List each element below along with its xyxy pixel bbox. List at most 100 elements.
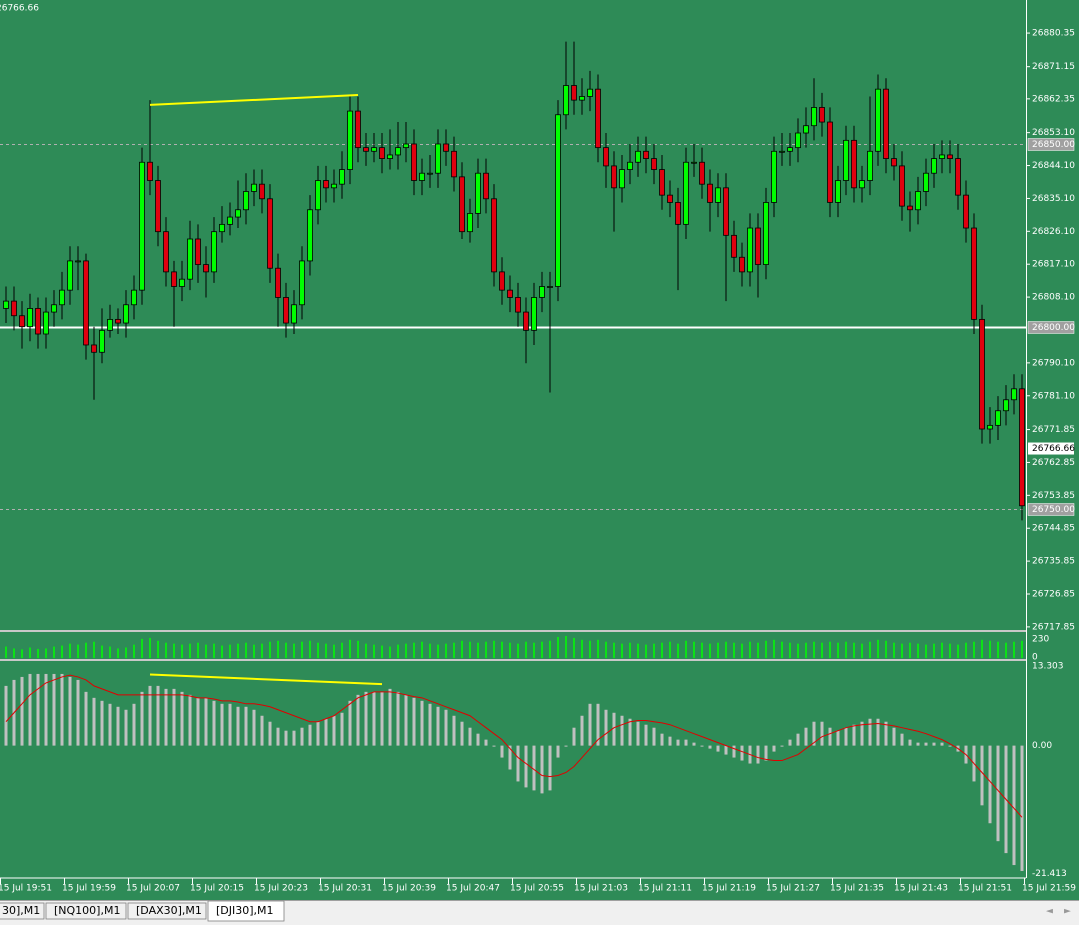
macd-bar bbox=[300, 727, 304, 746]
macd-bar bbox=[932, 742, 936, 746]
macd-bar bbox=[404, 694, 408, 746]
macd-bar bbox=[188, 694, 192, 746]
candle-body bbox=[715, 187, 721, 203]
macd-bar bbox=[500, 745, 504, 758]
macd-bar bbox=[252, 709, 256, 746]
tab-frame bbox=[207, 900, 285, 922]
macd-bar bbox=[1012, 745, 1016, 866]
candle-body bbox=[939, 154, 945, 159]
x-tick-label: 15 Jul 20:23 bbox=[254, 884, 308, 894]
candle-body bbox=[275, 267, 281, 298]
macd-bar bbox=[764, 745, 768, 761]
macd-bar bbox=[180, 691, 184, 746]
candle-body bbox=[731, 234, 737, 258]
horizontal-line-box bbox=[1027, 321, 1075, 334]
tab[interactable]: [NQ100],M1 bbox=[45, 902, 127, 920]
candle-body bbox=[139, 161, 145, 291]
x-tick-label: 15 Jul 21:19 bbox=[702, 884, 756, 894]
candle-body bbox=[35, 308, 41, 335]
candle-body bbox=[827, 121, 833, 203]
candle-body bbox=[331, 183, 337, 189]
candle-body bbox=[211, 231, 217, 273]
scroll-left[interactable]: ◄ bbox=[1046, 907, 1053, 917]
candle-body bbox=[883, 88, 889, 159]
macd-bar bbox=[852, 724, 856, 746]
macd-bar bbox=[260, 715, 264, 746]
candle-body bbox=[507, 289, 513, 298]
candle-body bbox=[75, 260, 81, 263]
scroll-right[interactable]: ► bbox=[1064, 907, 1071, 917]
macd-bar bbox=[340, 712, 344, 746]
x-tick-label: 15 Jul 21:59 bbox=[1022, 884, 1076, 894]
tab[interactable]: 30],M1 bbox=[0, 902, 45, 920]
macd-bar bbox=[52, 673, 56, 746]
macd-bar bbox=[684, 739, 688, 746]
candle-body bbox=[307, 209, 313, 262]
macd-bar bbox=[580, 715, 584, 746]
macd-bar bbox=[724, 745, 728, 755]
macd-bar bbox=[884, 721, 888, 746]
current-price-box bbox=[1028, 442, 1074, 455]
candle-body bbox=[755, 227, 761, 265]
macd-bar bbox=[908, 739, 912, 746]
candle-body bbox=[619, 169, 625, 189]
candle-body bbox=[259, 183, 265, 200]
macd-bar bbox=[276, 727, 280, 746]
candle-body bbox=[947, 154, 953, 159]
candle-body bbox=[971, 227, 977, 320]
candle-body bbox=[467, 213, 473, 233]
candle-body bbox=[243, 191, 249, 211]
candle-body bbox=[579, 96, 585, 101]
macd-bar bbox=[476, 733, 480, 746]
candle-body bbox=[435, 143, 441, 174]
candle-body bbox=[603, 147, 609, 167]
candle-body bbox=[995, 410, 1001, 426]
tab-frame bbox=[0, 902, 45, 920]
y-tick-label: 26781.10 bbox=[1032, 391, 1075, 401]
macd-bar bbox=[380, 691, 384, 746]
tab-frame bbox=[45, 902, 127, 920]
macd-bar bbox=[156, 685, 160, 746]
candle-body bbox=[747, 227, 753, 273]
candle-body bbox=[859, 180, 865, 189]
tab[interactable]: [DAX30],M1 bbox=[127, 902, 207, 920]
macd-tick-label: 13.303 bbox=[1032, 662, 1064, 672]
macd-bar bbox=[468, 727, 472, 746]
candle-body bbox=[955, 158, 961, 196]
macd-bar bbox=[116, 706, 120, 746]
x-tick-label: 15 Jul 19:51 bbox=[0, 884, 52, 894]
macd-bar bbox=[628, 718, 632, 746]
candle-body bbox=[363, 147, 369, 152]
candle-body bbox=[267, 198, 273, 269]
macd-bar bbox=[900, 733, 904, 746]
candle-body bbox=[123, 304, 129, 324]
volume-tick-label: 230 bbox=[1032, 635, 1049, 645]
candle-body bbox=[371, 147, 377, 152]
tab-label: [DAX30],M1 bbox=[136, 904, 202, 917]
macd-bar bbox=[612, 712, 616, 746]
y-tick-label: 26871.15 bbox=[1032, 62, 1075, 72]
candle-body bbox=[347, 110, 353, 170]
macd-bar bbox=[172, 688, 176, 746]
macd-bar bbox=[540, 745, 544, 794]
x-tick-label: 15 Jul 21:11 bbox=[638, 884, 692, 894]
candle-body bbox=[115, 318, 121, 324]
header-price: 26766.66 bbox=[0, 4, 39, 14]
macd-bar bbox=[284, 730, 288, 746]
tab[interactable]: [DJI30],M1 bbox=[207, 900, 285, 922]
macd-bar bbox=[940, 742, 944, 746]
macd-bar bbox=[860, 721, 864, 746]
macd-bar bbox=[204, 697, 208, 746]
candle-body bbox=[707, 183, 713, 203]
macd-bar bbox=[716, 745, 720, 752]
candle-body bbox=[219, 223, 225, 233]
y-tick-label: 26862.35 bbox=[1032, 94, 1075, 104]
macd-bar bbox=[604, 709, 608, 746]
candle-body bbox=[819, 107, 825, 123]
candle-body bbox=[787, 147, 793, 152]
macd-bar bbox=[20, 676, 24, 746]
candle-body bbox=[923, 172, 929, 192]
macd-bar bbox=[572, 727, 576, 746]
macd-bar bbox=[76, 679, 80, 746]
candle-body bbox=[683, 161, 689, 225]
